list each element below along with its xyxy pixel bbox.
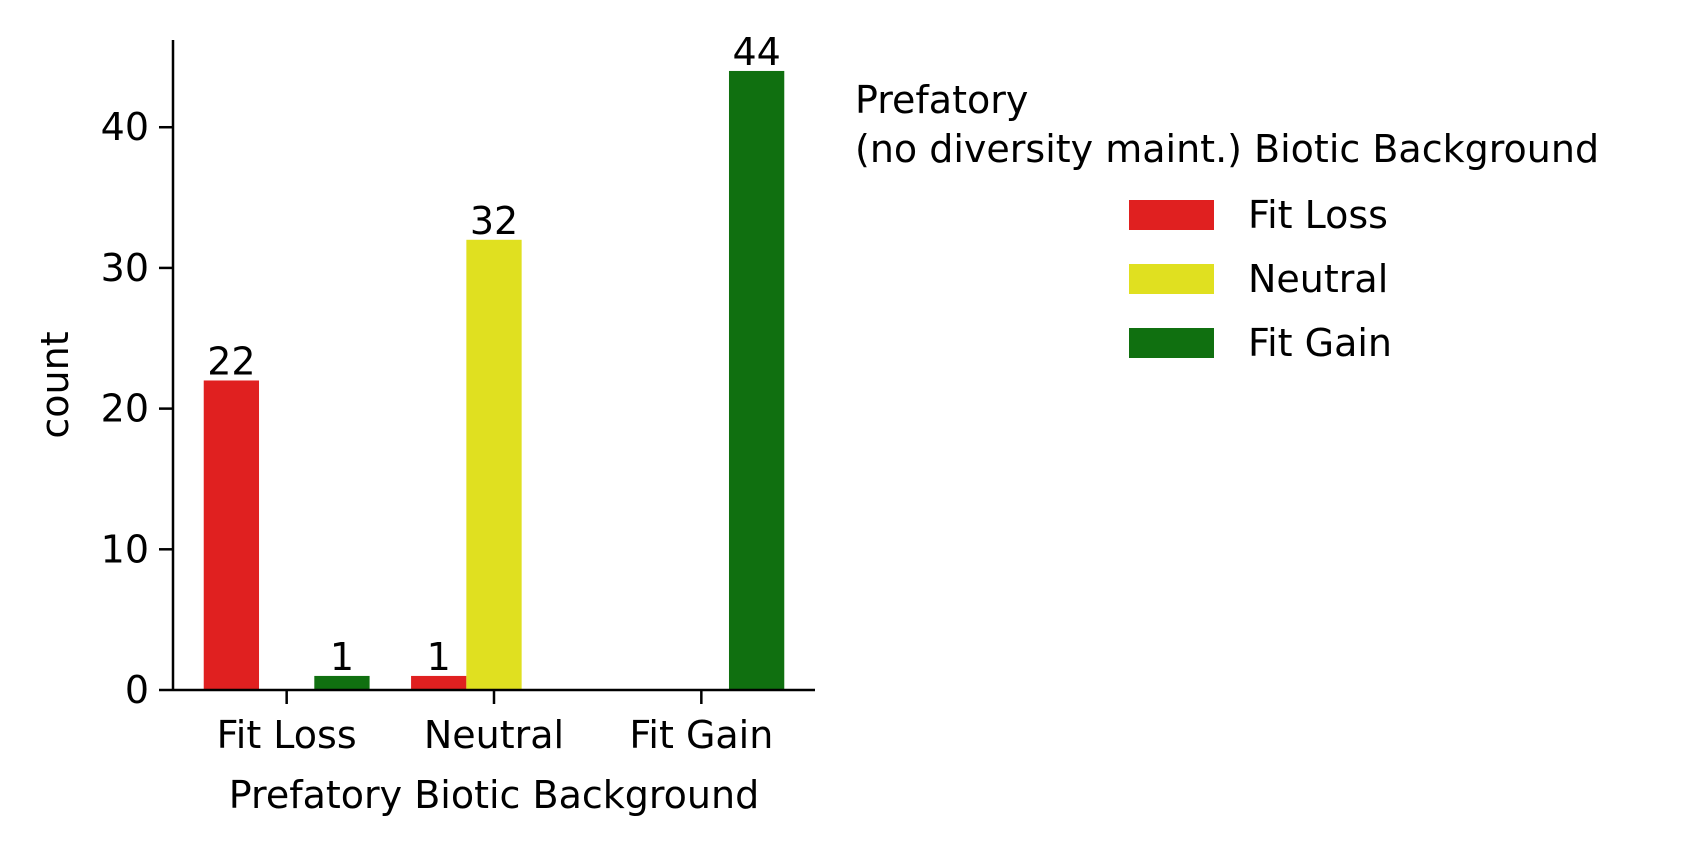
x-tick-label-neutral: Neutral [424, 713, 564, 757]
x-tick-label-fit-gain: Fit Gain [629, 713, 773, 757]
y-axis-ticks: 0 10 20 30 40 [101, 105, 173, 712]
y-tick-label-40: 40 [101, 105, 149, 149]
bars-group [203, 70, 785, 690]
legend-label-fit-gain: Fit Gain [1248, 320, 1393, 365]
bar-fit-gain-fit-gain [728, 70, 785, 690]
legend: Prefatory (no diversity maint.) Biotic Ba… [855, 76, 1599, 375]
bar-fit-loss-fit-loss [203, 380, 260, 690]
bar-label-fit-loss-fit-gain: 1 [330, 635, 354, 679]
bar-labels-group: 22 1 1 32 44 [207, 30, 781, 679]
legend-title-line-1: Prefatory [855, 78, 1029, 122]
y-tick-label-10: 10 [101, 527, 149, 571]
y-axis-label: count [33, 331, 77, 438]
bar-neutral-fit-loss [411, 675, 467, 690]
x-tick-label-fit-loss: Fit Loss [217, 713, 357, 757]
x-axis-ticks: Fit Loss Neutral Fit Gain [217, 690, 773, 757]
legend-label-fit-loss: Fit Loss [1248, 192, 1388, 237]
bar-label-neutral-neutral: 32 [470, 199, 518, 243]
legend-swatch-neutral [1129, 264, 1214, 294]
legend-title-line-2: (no diversity maint.) Biotic Background [855, 127, 1600, 171]
legend-swatch-fit-loss [1129, 200, 1214, 230]
y-tick-label-20: 20 [101, 387, 149, 431]
legend-item-neutral: Neutral [1129, 247, 1599, 311]
legend-label-neutral: Neutral [1248, 256, 1389, 301]
legend-items: Fit Loss Neutral Fit Gain [1129, 183, 1599, 375]
legend-item-fit-gain: Fit Gain [1129, 311, 1599, 375]
bar-neutral-neutral [466, 239, 522, 690]
legend-swatch-fit-gain [1129, 328, 1214, 358]
y-tick-label-30: 30 [101, 246, 149, 290]
legend-title: Prefatory (no diversity maint.) Biotic Ba… [855, 76, 1599, 174]
y-tick-label-0: 0 [125, 668, 149, 712]
bar-label-fit-gain-fit-gain: 44 [732, 30, 780, 74]
x-axis-label: Prefatory Biotic Background [229, 773, 759, 817]
bar-label-fit-loss-fit-loss: 22 [207, 339, 255, 383]
legend-item-fit-loss: Fit Loss [1129, 183, 1599, 247]
bar-fit-loss-fit-gain [314, 675, 370, 690]
bar-label-neutral-fit-loss: 1 [427, 635, 451, 679]
